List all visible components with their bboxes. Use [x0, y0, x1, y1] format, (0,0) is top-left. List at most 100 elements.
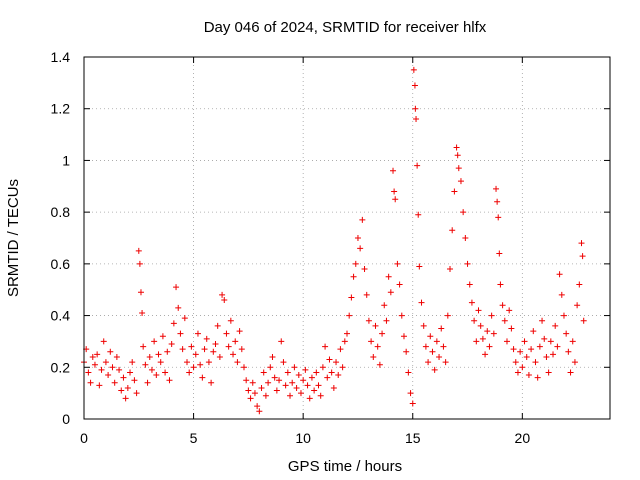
data-point	[394, 260, 401, 267]
data-point	[102, 359, 109, 366]
data-point	[289, 379, 296, 386]
data-point	[258, 384, 265, 391]
axis-ticks	[83, 56, 610, 420]
data-point	[436, 353, 443, 360]
data-point	[405, 369, 412, 376]
data-point	[431, 366, 438, 373]
data-point	[501, 317, 508, 324]
data-point	[447, 266, 454, 273]
data-point	[359, 216, 366, 223]
data-point	[392, 196, 399, 203]
data-point	[391, 188, 398, 195]
data-point	[464, 260, 471, 267]
data-point	[113, 353, 120, 360]
data-point	[127, 369, 134, 376]
data-point	[291, 364, 298, 371]
data-point	[580, 317, 587, 324]
data-point	[135, 247, 142, 254]
data-point	[249, 379, 256, 386]
data-point	[427, 333, 434, 340]
data-point	[122, 395, 129, 402]
data-point	[271, 374, 278, 381]
data-point	[517, 348, 524, 355]
data-point	[276, 377, 283, 384]
data-point	[313, 369, 320, 376]
y-tick-label: 1.2	[51, 101, 71, 117]
data-point	[297, 390, 304, 397]
data-point	[574, 302, 581, 309]
data-point	[199, 374, 206, 381]
data-point	[85, 369, 92, 376]
data-point	[385, 273, 392, 280]
data-point	[322, 343, 329, 350]
data-point	[438, 325, 445, 332]
data-point	[530, 328, 537, 335]
data-point	[175, 304, 182, 311]
data-point	[547, 338, 554, 345]
data-point	[528, 346, 535, 353]
data-point	[512, 359, 519, 366]
x-tick-label: 15	[405, 430, 421, 446]
data-point	[118, 387, 125, 394]
data-point	[208, 379, 215, 386]
data-point	[567, 369, 574, 376]
data-point	[300, 377, 307, 384]
data-point	[468, 299, 475, 306]
data-point	[381, 302, 388, 309]
data-point	[510, 346, 517, 353]
data-point	[521, 338, 528, 345]
data-point	[365, 317, 372, 324]
data-point	[144, 379, 151, 386]
data-point	[136, 260, 143, 267]
data-point	[363, 291, 370, 298]
data-point	[170, 320, 177, 327]
data-point	[87, 379, 94, 386]
data-point	[260, 369, 267, 376]
data-point	[173, 284, 180, 291]
data-point	[139, 309, 146, 316]
y-tick-label: 0.6	[51, 256, 71, 272]
data-point	[497, 281, 504, 288]
data-point	[477, 322, 484, 329]
data-point	[159, 333, 166, 340]
data-point	[576, 281, 583, 288]
data-point	[315, 382, 322, 389]
data-point	[105, 372, 112, 379]
data-point	[488, 312, 495, 319]
data-point	[341, 338, 348, 345]
data-point	[304, 382, 311, 389]
data-point	[333, 359, 340, 366]
data-point	[519, 364, 526, 371]
data-point	[232, 338, 239, 345]
data-points	[81, 66, 587, 415]
data-point	[578, 240, 585, 247]
data-point	[536, 343, 543, 350]
y-tick-label: 0.2	[51, 359, 71, 375]
y-tick-label: 0.8	[51, 204, 71, 220]
data-point	[370, 353, 377, 360]
data-point	[201, 346, 208, 353]
data-point	[273, 387, 280, 394]
chart-title: Day 046 of 2024, SRMTID for receiver hlf…	[204, 19, 487, 36]
data-point	[344, 330, 350, 337]
data-point	[460, 209, 467, 216]
data-point	[420, 322, 427, 329]
data-point	[151, 338, 158, 345]
data-point	[350, 273, 357, 280]
data-point	[230, 351, 237, 358]
data-point	[219, 291, 226, 298]
data-point	[153, 372, 160, 379]
data-point	[335, 372, 342, 379]
data-point	[414, 162, 421, 169]
data-point	[190, 364, 197, 371]
data-point	[541, 335, 548, 342]
data-point	[311, 387, 318, 394]
data-point	[212, 341, 219, 348]
data-point	[100, 338, 107, 345]
plot-frame	[83, 56, 611, 420]
data-point	[422, 343, 429, 350]
data-point	[453, 144, 460, 151]
data-point	[133, 390, 140, 397]
data-point	[306, 395, 313, 402]
